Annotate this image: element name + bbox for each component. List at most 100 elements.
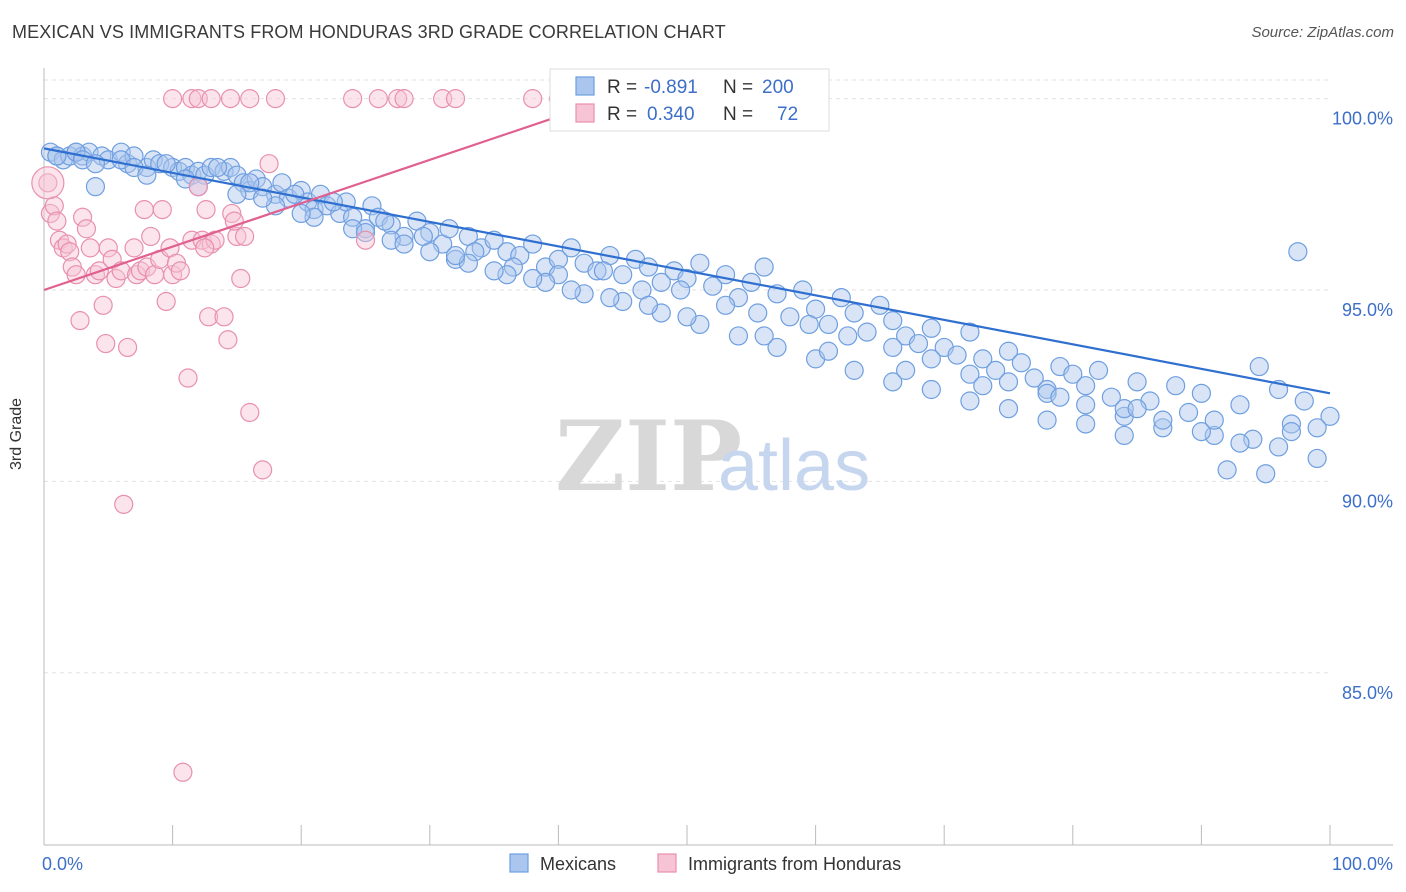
honduras-point (368, 89, 388, 109)
mexicans-point (960, 322, 980, 342)
mexicans-point (484, 261, 504, 281)
mexicans-point (754, 257, 774, 277)
honduras-point (96, 333, 116, 354)
mexicans-point (1288, 242, 1308, 262)
honduras-point (196, 200, 216, 220)
mexicans-point (1050, 387, 1070, 407)
mexicans-point (593, 261, 614, 281)
mexicans-point (921, 379, 941, 400)
mexicans-point (857, 322, 877, 342)
mexicans-point (1063, 364, 1083, 384)
mexicans-point (1294, 391, 1314, 411)
honduras-point (235, 226, 255, 247)
honduras-point (57, 234, 77, 254)
mexicans-point (561, 280, 581, 300)
mexicans-point (510, 245, 530, 266)
mexicans-point (1166, 376, 1186, 396)
mexicans-point (137, 165, 157, 185)
mexicans-point (535, 272, 556, 292)
x-tick-label: 100.0% (1332, 854, 1393, 874)
honduras-point (195, 238, 215, 258)
mexicans-point (355, 222, 376, 243)
mexicans-point (548, 249, 569, 269)
y-tick-label: 90.0% (1342, 491, 1393, 511)
mexicans-point (394, 234, 414, 254)
mexicans-point (1191, 422, 1212, 442)
mexicans-point (1204, 410, 1224, 430)
mexicans-point (638, 295, 659, 315)
correlation-legend: R = -0.891 N = 200 R = 0.340 N = 72 (549, 68, 830, 132)
honduras-point (178, 368, 198, 388)
honduras-point (265, 89, 286, 109)
mexicans-point (445, 245, 466, 266)
legend-n-label-1: N = (723, 77, 753, 98)
mexicans-point (111, 142, 131, 162)
mexicans-point (986, 360, 1006, 380)
mexicans-point (503, 257, 523, 277)
honduras-point (253, 460, 273, 480)
axes (43, 68, 1393, 846)
mexicans-point (208, 157, 228, 178)
mexicans-point (304, 207, 324, 227)
honduras-point (394, 89, 414, 109)
honduras-point (222, 203, 242, 224)
mexicans-point (947, 345, 967, 365)
mexicans-point (799, 314, 819, 335)
mexicans-point (1114, 425, 1134, 446)
mexicans-point (818, 314, 839, 335)
mexicans-point (767, 337, 787, 358)
watermark: ZIP atlas (555, 400, 870, 513)
mexicans-point (394, 226, 414, 247)
mexicans-point (1249, 356, 1269, 377)
legend-box (549, 68, 830, 132)
legend-n-value-1: 200 (762, 77, 794, 98)
mexicans-point (1191, 383, 1212, 403)
mexicans-point (793, 280, 813, 300)
mexicans-point (844, 303, 864, 323)
legend-n-label-2: N = (723, 104, 753, 125)
mexicans-point (921, 318, 941, 338)
mexicans-point (960, 391, 980, 411)
honduras-point (31, 166, 65, 200)
mexicans-point (375, 211, 395, 231)
mexicans-point (175, 157, 196, 178)
mexicans-point (690, 253, 710, 273)
mexicans-point (291, 203, 311, 224)
mexicans-point (523, 268, 543, 289)
legend-r-value-1: -0.891 (644, 77, 698, 98)
mexicans-point (1230, 433, 1250, 453)
mexicans-point (838, 326, 858, 346)
mexicans-point (670, 280, 691, 300)
honduras-point (188, 177, 208, 197)
trend-line-honduras (43, 93, 624, 292)
honduras-point (98, 238, 118, 258)
mexicans-point (1153, 418, 1173, 438)
mexicans-point (883, 372, 903, 392)
series-honduras-points (31, 89, 594, 782)
mexicans-point (998, 341, 1019, 361)
honduras-point (220, 89, 241, 109)
mexicans-point (381, 230, 401, 250)
mexicans-point (1307, 418, 1327, 438)
honduras-point (93, 295, 113, 315)
mexicans-point (1101, 387, 1121, 407)
mexicans-point (1011, 353, 1031, 373)
mexicans-point (497, 265, 517, 285)
mexicans-point (677, 307, 697, 327)
y-tick-label: 85.0% (1342, 683, 1393, 703)
mexicans-point (1230, 395, 1250, 415)
mexicans-point (1178, 402, 1199, 423)
honduras-point (80, 238, 100, 258)
mexicans-point (465, 242, 485, 262)
honduras-point (445, 89, 466, 109)
legend-swatch-blue (575, 76, 595, 96)
watermark-atlas: atlas (718, 426, 870, 506)
legend-r-label-2: R = (607, 104, 637, 125)
mexicans-point (818, 341, 839, 361)
honduras-point (240, 89, 260, 109)
mexicans-point (227, 184, 247, 204)
mexicans-point (998, 372, 1019, 392)
honduras-point (124, 238, 144, 258)
mexicans-point (908, 333, 929, 354)
mexicans-point (1037, 383, 1057, 403)
